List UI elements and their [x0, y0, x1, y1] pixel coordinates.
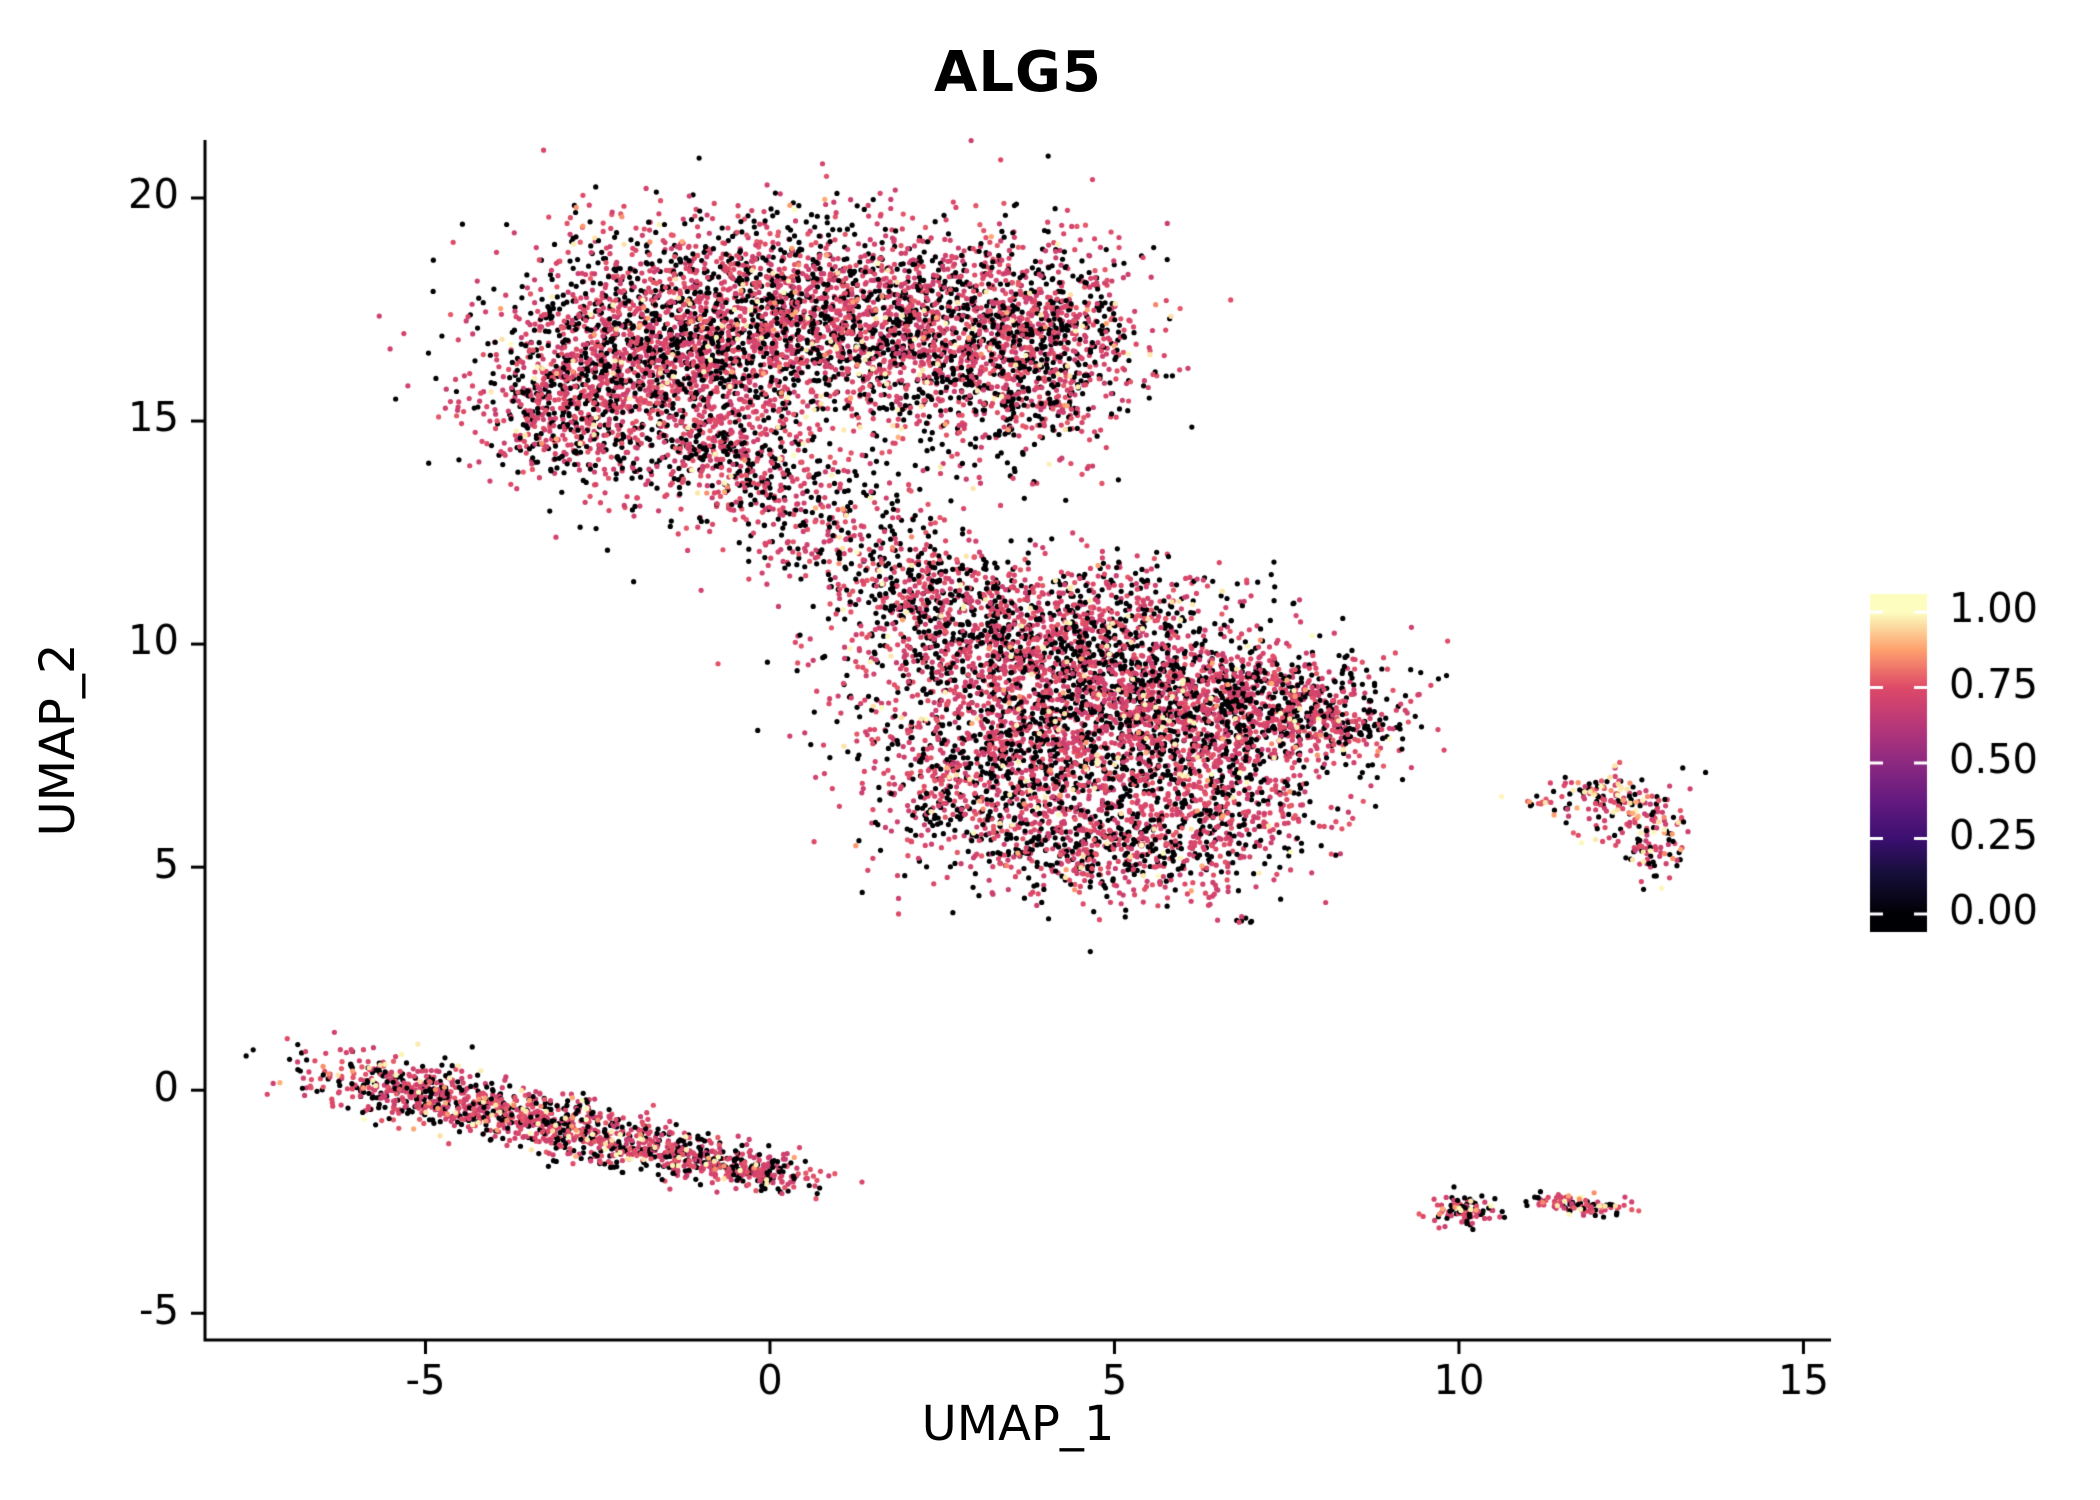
y-axis-label: UMAP_2 [30, 643, 86, 837]
chart-title: ALG5 [934, 40, 1102, 105]
x-axis-label: UMAP_1 [921, 1396, 1115, 1452]
